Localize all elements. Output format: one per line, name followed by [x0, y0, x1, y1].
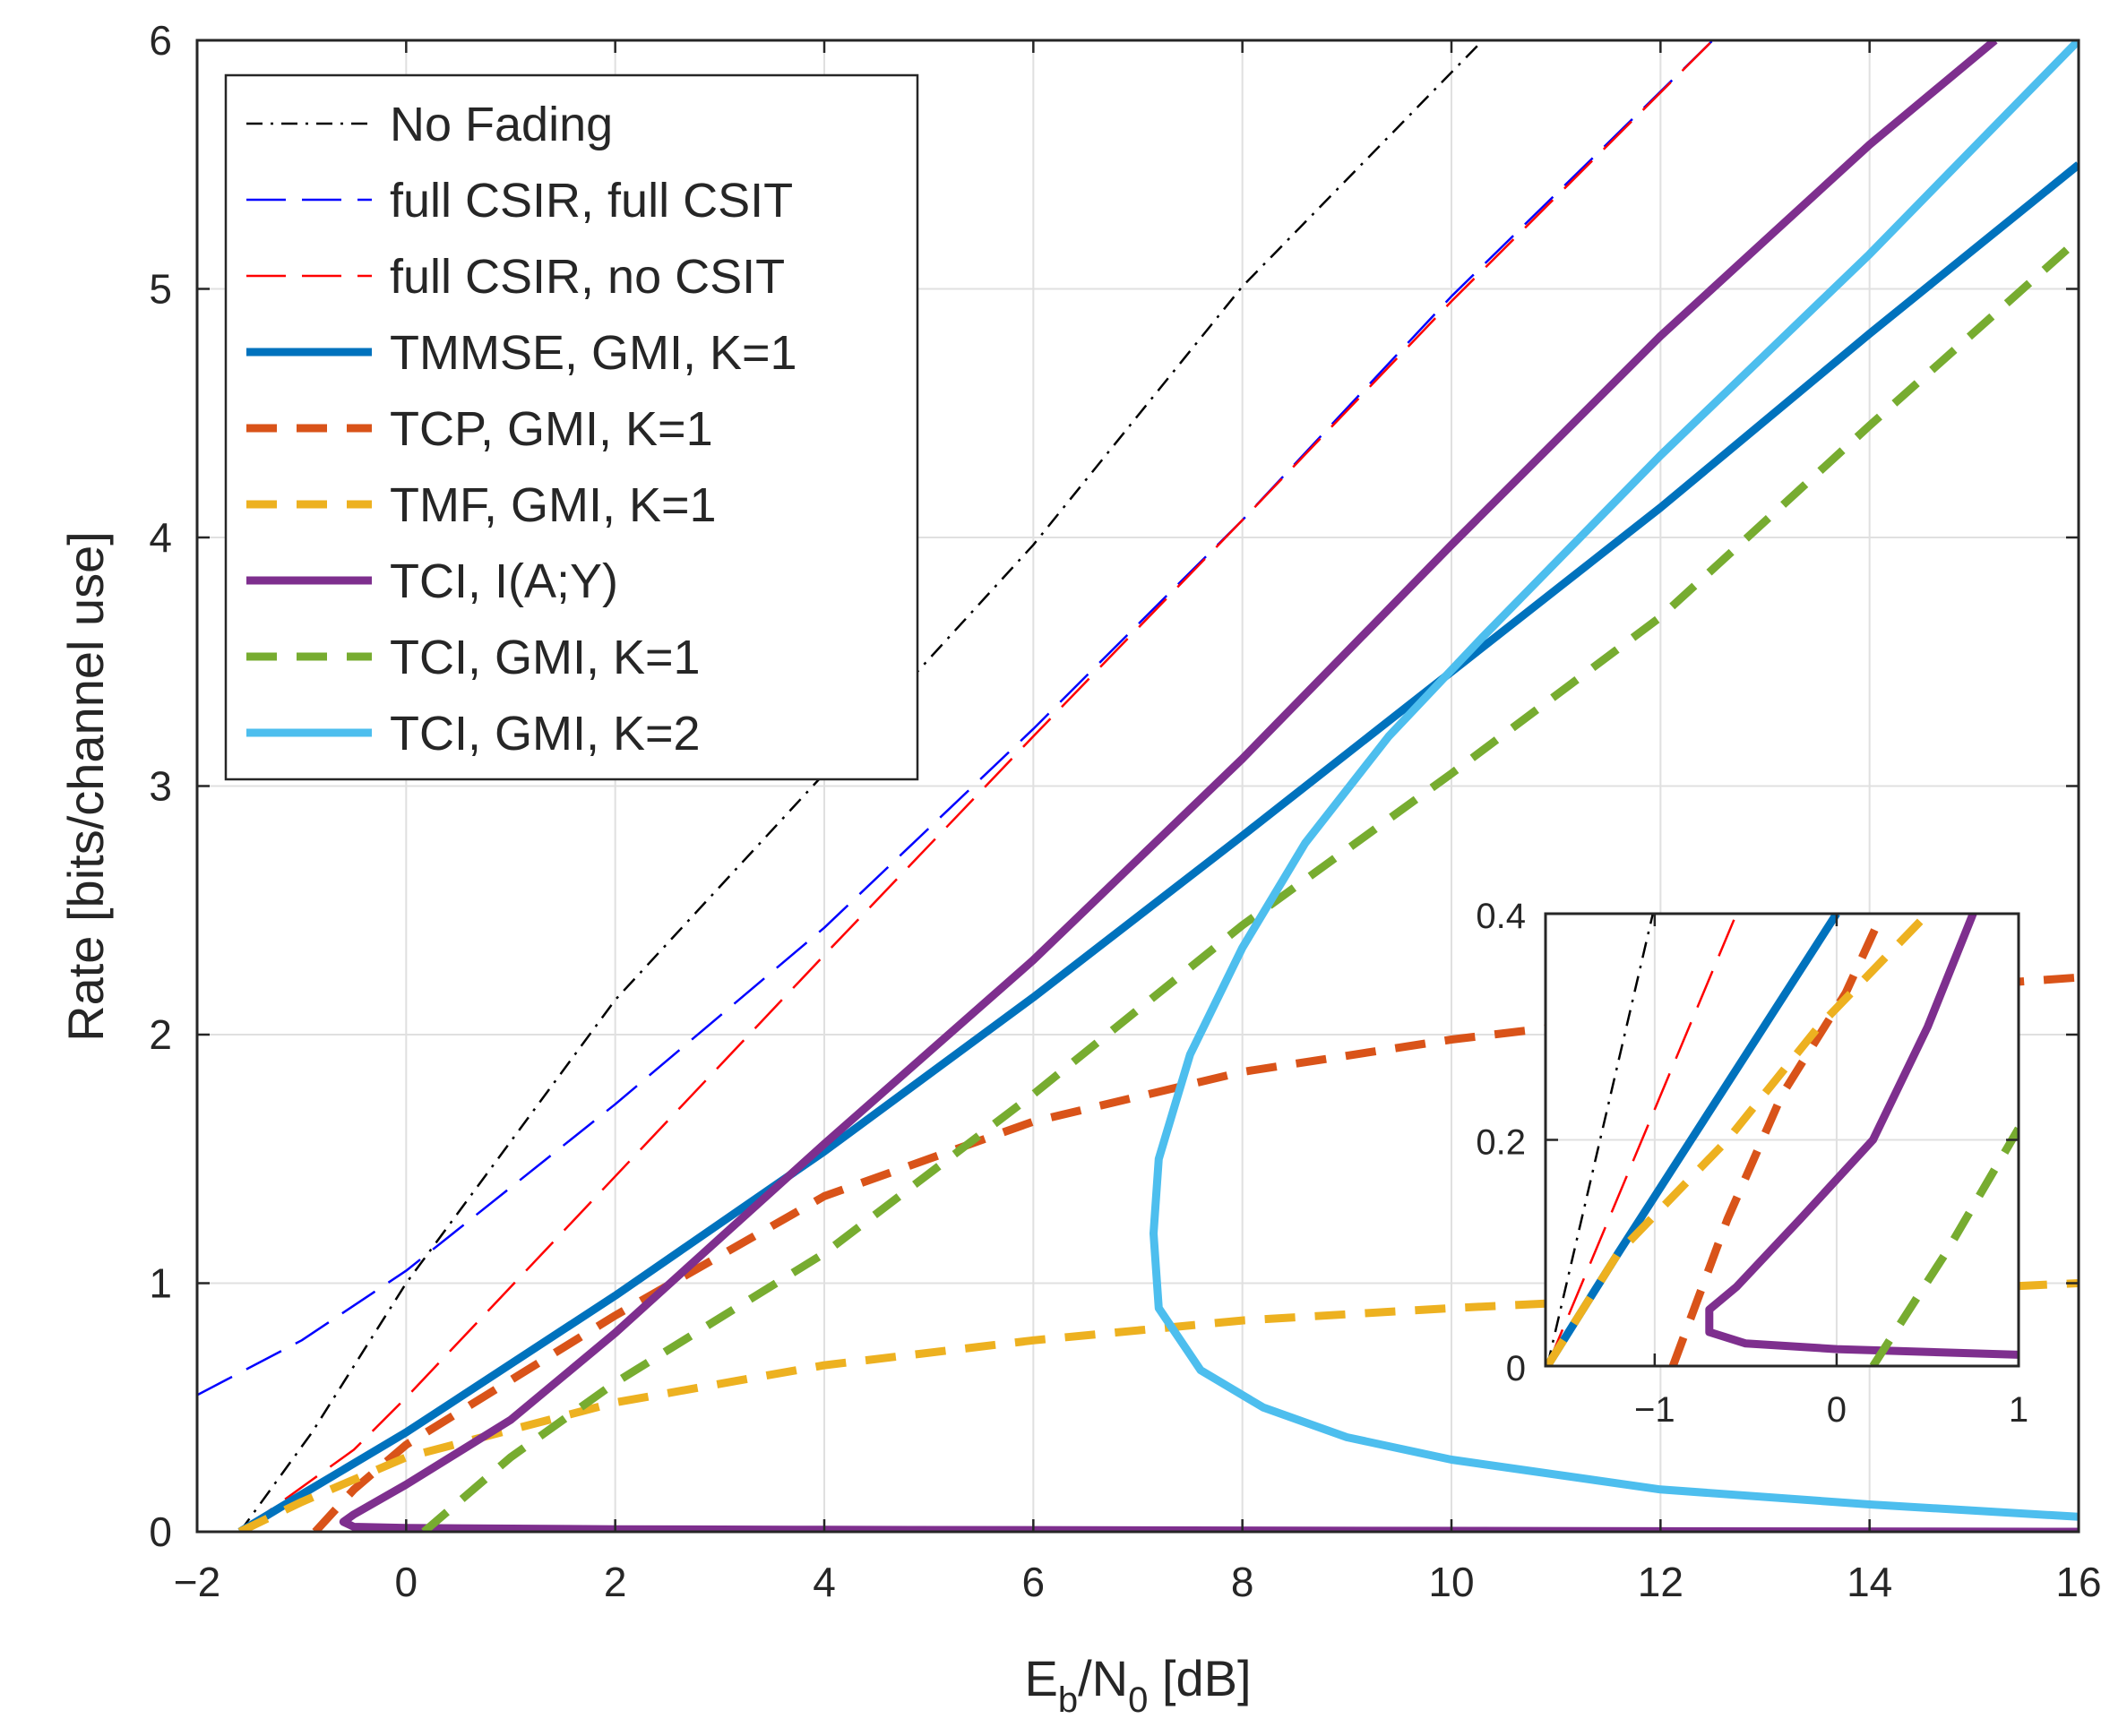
inset-series-full-csir-no-csit — [1546, 914, 1738, 1366]
main-y-tick-label: 1 — [149, 1260, 172, 1307]
inset-x-tick-label: 1 — [2009, 1390, 2028, 1430]
legend-item-tmmse-gmi-k-1: TMMSE, GMI, K=1 — [246, 326, 797, 380]
legend-item-tci-gmi-k-2: TCI, GMI, K=2 — [246, 707, 701, 761]
x-axis-label: Eb/N0 [dB] — [1024, 1650, 1251, 1720]
legend-box — [224, 73, 919, 781]
main-x-tick-label: 14 — [1847, 1559, 1892, 1605]
main-y-tick-label: 4 — [149, 514, 172, 561]
main-series-full-csir-full-csit — [197, 40, 1714, 1397]
legend-label: TCI, I(A;Y) — [390, 554, 618, 608]
main-y-tick-label: 3 — [149, 763, 172, 810]
x-axis-label-main: E — [1024, 1650, 1057, 1706]
inset-x-tick-label: −1 — [1634, 1390, 1675, 1430]
legend-item-tcp-gmi-k-1: TCP, GMI, K=1 — [246, 402, 713, 456]
main-lines — [197, 40, 2079, 1532]
legend-label: TMMSE, GMI, K=1 — [390, 326, 797, 380]
legend-item-full-csir-no-csit: full CSIR, no CSIT — [246, 250, 785, 304]
main-series-no-fading — [238, 40, 1484, 1532]
main-series-tmmse-gmi-k-1 — [237, 161, 2079, 1532]
y-axis-label: Rate [bits/channel use] — [57, 531, 114, 1042]
legend-item-no-fading: No Fading — [246, 98, 613, 151]
inset-series-tci-i-a-y — [1705, 914, 2019, 1359]
main-series-tci-gmi-k-1 — [421, 236, 2079, 1532]
main-x-tick-label: −2 — [174, 1559, 220, 1605]
legend-label: No Fading — [390, 98, 613, 151]
inset-series-tci-gmi-k-1 — [1869, 1126, 2019, 1366]
main-y-tick-label: 2 — [149, 1011, 172, 1058]
main-x-tick-label: 0 — [395, 1559, 418, 1605]
inset-series-tmmse-gmi-k-1 — [1546, 914, 1840, 1366]
main-x-tick-label: 4 — [813, 1559, 836, 1605]
main-x-tick-label: 16 — [2055, 1559, 2101, 1605]
main-x-tick-label: 10 — [1428, 1559, 1474, 1605]
inset-y-tick-label: 0 — [1506, 1349, 1526, 1388]
inset-axes: −1 0 1 0 0.2 0.4 — [1476, 897, 2028, 1430]
main-y-tick-label: 6 — [149, 17, 172, 64]
legend-item-tci-i-a-y: TCI, I(A;Y) — [246, 554, 618, 608]
x-axis-label-sub1: b — [1058, 1680, 1078, 1720]
main-series-tci-i-a-y — [339, 40, 2079, 1532]
inset-lines — [1546, 914, 2019, 1366]
legend-label: TCI, GMI, K=2 — [390, 707, 701, 761]
legend: No Fading full CSIR, full CSIT full CSIR, … — [224, 73, 919, 781]
main-y-tick-label: 5 — [149, 266, 172, 313]
inset-x-tick-label: 0 — [1827, 1390, 1847, 1430]
x-axis-label-unit: [dB] — [1148, 1650, 1251, 1706]
legend-item-full-csir-full-csit: full CSIR, full CSIT — [246, 174, 793, 228]
inset-y-tick-label: 0.2 — [1476, 1123, 1526, 1163]
legend-label: TMF, GMI, K=1 — [390, 478, 717, 532]
inset-series-tcp-gmi-k-1 — [1668, 914, 1886, 1366]
legend-label: full CSIR, no CSIT — [390, 250, 785, 304]
legend-label: TCP, GMI, K=1 — [390, 402, 713, 456]
main-x-tick-label: 8 — [1231, 1559, 1254, 1605]
legend-item-tci-gmi-k-1: TCI, GMI, K=1 — [246, 631, 701, 684]
main-series-tci-gmi-k-2 — [1150, 40, 2079, 1521]
main-x-tick-label: 6 — [1022, 1559, 1046, 1605]
main-series-full-csir-no-csit — [239, 40, 1714, 1532]
main-x-tick-label: 2 — [604, 1559, 627, 1605]
inset-ticks: −1 0 1 0 0.2 0.4 — [1476, 897, 2028, 1430]
main-y-tick-label: 0 — [149, 1508, 172, 1555]
legend-item-tmf-gmi-k-1: TMF, GMI, K=1 — [246, 478, 717, 532]
inset-series-no-fading — [1546, 914, 1655, 1366]
legend-label: TCI, GMI, K=1 — [390, 631, 701, 684]
main-x-tick-label: 12 — [1638, 1559, 1684, 1605]
x-axis-label-mid: /N — [1078, 1650, 1128, 1706]
inset-y-tick-label: 0.4 — [1476, 897, 1526, 936]
x-axis-label-sub2: 0 — [1128, 1680, 1148, 1720]
legend-label: full CSIR, full CSIT — [390, 174, 793, 228]
main-series-tcp-gmi-k-1 — [312, 973, 2079, 1532]
